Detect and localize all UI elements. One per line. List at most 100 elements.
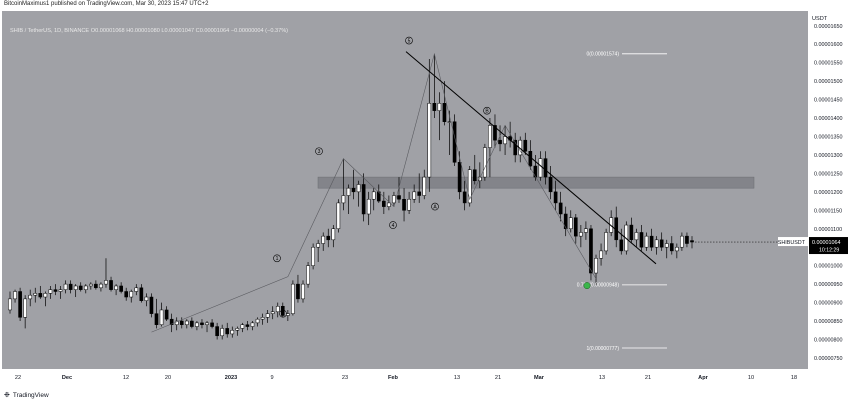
candle-body[interactable] (594, 258, 598, 274)
footer-brand[interactable]: TradingView (12, 391, 49, 399)
candle-body[interactable] (371, 191, 376, 200)
candle-body[interactable] (260, 317, 265, 320)
candle-body[interactable] (89, 283, 93, 287)
candle-body[interactable] (321, 235, 326, 244)
candle-body[interactable] (306, 265, 310, 285)
candle-body[interactable] (654, 239, 659, 248)
candle-body[interactable] (432, 103, 437, 111)
candle-body[interactable] (356, 184, 361, 193)
resistance-zone[interactable] (317, 176, 755, 189)
candle-body[interactable] (412, 191, 416, 200)
candle-body[interactable] (326, 235, 331, 241)
candle-body[interactable] (225, 328, 230, 335)
candle-body[interactable] (680, 235, 684, 248)
tradingview-logo-icon[interactable]: ❉ (4, 391, 10, 399)
chart-frame[interactable]: USDT 0.00001650 0.00001600 0.00001550 0.0000… (2, 11, 848, 386)
candle-body[interactable] (255, 318, 260, 324)
candle-body[interactable] (568, 217, 573, 230)
candle-body[interactable] (43, 293, 48, 298)
candle-body[interactable] (129, 291, 134, 298)
candle-body[interactable] (8, 298, 12, 311)
candle-body[interactable] (23, 298, 27, 318)
candle-body[interactable] (478, 176, 482, 182)
candle-body[interactable] (644, 235, 649, 248)
candle-body[interactable] (275, 306, 280, 313)
candle-body[interactable] (220, 328, 224, 337)
candle-body[interactable] (139, 287, 144, 301)
candle-body[interactable] (53, 289, 58, 292)
candle-body[interactable] (659, 239, 664, 248)
candle-body[interactable] (493, 125, 497, 141)
candle-body[interactable] (58, 289, 63, 292)
candle-body[interactable] (270, 311, 275, 314)
candle-body[interactable] (402, 198, 406, 211)
candle-body[interactable] (579, 232, 583, 237)
candle-body[interactable] (584, 228, 588, 233)
candle-body[interactable] (154, 313, 159, 325)
candle-body[interactable] (669, 243, 674, 252)
candle-body[interactable] (604, 232, 608, 252)
candle-body[interactable] (472, 169, 477, 182)
candle-body[interactable] (634, 232, 639, 241)
candle-body[interactable] (230, 329, 235, 335)
candle-body[interactable] (164, 309, 169, 320)
candle-body[interactable] (392, 195, 396, 204)
candle-body[interactable] (488, 125, 492, 148)
candle-body[interactable] (427, 103, 432, 178)
candle-body[interactable] (407, 198, 411, 211)
candle-body[interactable] (134, 287, 139, 292)
candle-body[interactable] (200, 322, 204, 325)
candle-body[interactable] (629, 224, 634, 241)
candle-body[interactable] (265, 313, 270, 318)
candle-body[interactable] (523, 139, 528, 152)
candle-body[interactable] (28, 294, 33, 300)
candle-body[interactable] (119, 285, 123, 292)
candle-body[interactable] (382, 200, 386, 207)
candle-body[interactable] (513, 139, 518, 156)
candle-body[interactable] (316, 243, 320, 248)
candle-body[interactable] (467, 169, 472, 204)
candle-body[interactable] (83, 285, 88, 290)
price-chart[interactable]: USDT 0.00001650 0.00001600 0.00001550 0.0000… (2, 11, 848, 386)
candle-body[interactable] (13, 291, 17, 300)
candle-body[interactable] (240, 324, 245, 329)
candle-body[interactable] (387, 202, 391, 207)
candle-body[interactable] (38, 293, 43, 298)
candle-body[interactable] (639, 232, 644, 248)
candle-body[interactable] (366, 198, 371, 215)
candle-body[interactable] (346, 187, 351, 196)
candle-body[interactable] (235, 328, 240, 331)
candle-body[interactable] (250, 322, 255, 327)
candle-body[interactable] (296, 283, 300, 300)
candle-body[interactable] (169, 318, 174, 325)
candle-body[interactable] (63, 283, 68, 290)
candle-body[interactable] (442, 103, 447, 122)
price-axis[interactable] (808, 11, 848, 386)
candle-body[interactable] (94, 283, 98, 289)
candle-body[interactable] (159, 309, 164, 325)
candle-body[interactable] (341, 195, 346, 204)
candle-body[interactable] (331, 228, 336, 241)
candle-body[interactable] (452, 121, 457, 163)
candle-body[interactable] (280, 306, 285, 316)
candle-body[interactable] (18, 291, 22, 318)
candle-body[interactable] (205, 322, 209, 325)
candle-body[interactable] (215, 326, 219, 337)
candle-body[interactable] (558, 202, 563, 215)
time-axis[interactable] (2, 369, 808, 386)
candle-body[interactable] (245, 324, 250, 327)
candle-body[interactable] (190, 320, 194, 327)
candle-body[interactable] (99, 283, 103, 289)
descending-resistance-line[interactable] (405, 51, 657, 265)
candle-body[interactable] (397, 195, 401, 200)
candle-body[interactable] (462, 191, 467, 204)
candle-body[interactable] (210, 322, 214, 327)
candle-body[interactable] (33, 293, 38, 296)
candle-body[interactable] (437, 103, 442, 111)
candle-body[interactable] (548, 176, 553, 193)
candle-body[interactable] (73, 285, 78, 290)
candle-body[interactable] (447, 121, 452, 123)
candle-body[interactable] (48, 289, 53, 294)
candle-body[interactable] (301, 283, 305, 300)
candle-body[interactable] (599, 250, 603, 259)
